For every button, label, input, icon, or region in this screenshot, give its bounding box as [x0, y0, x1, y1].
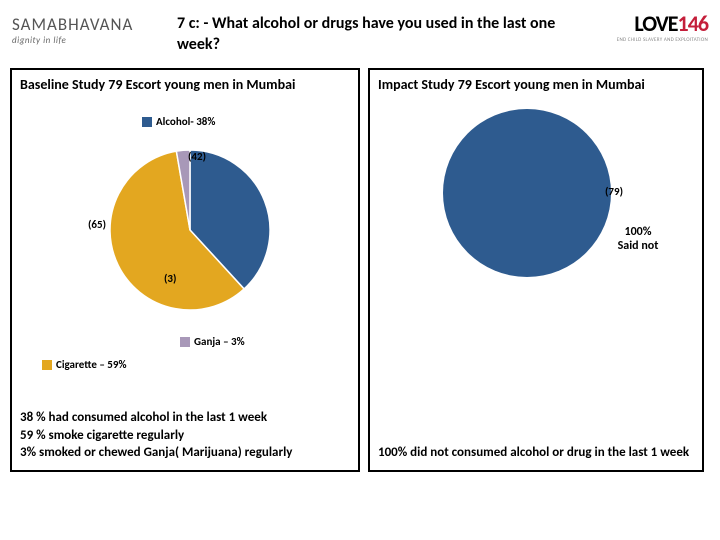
legend-ganja-swatch	[180, 337, 190, 347]
value-label-ganja: (3)	[164, 272, 176, 285]
impact-value-label: (79)	[605, 185, 623, 198]
logo-left: SAMABHAVANA dignity in life	[12, 8, 167, 46]
logo-right-num: 146	[678, 10, 708, 37]
legend-alcohol: Alcohol- 38%	[142, 115, 215, 128]
baseline-panel: Baseline Study 79 Escort young men in Mu…	[10, 68, 360, 472]
logo-right-word: LOVE	[634, 10, 677, 37]
logo-right: LOVE146 END CHILD SLAVERY AND EXPLOITATI…	[568, 8, 708, 43]
legend-cigarette: Cigarette – 59%	[42, 358, 126, 371]
legend-cigarette-swatch	[42, 360, 52, 370]
logo-left-tagline: dignity in life	[12, 35, 167, 46]
baseline-title: Baseline Study 79 Escort young men in Mu…	[12, 70, 358, 99]
impact-footer: 100% did not consumed alcohol or drug in…	[378, 444, 694, 462]
impact-circle	[442, 108, 612, 283]
value-label-cigarette: (65)	[88, 218, 106, 231]
legend-alcohol-text: Alcohol- 38%	[156, 115, 215, 128]
impact-title: Impact Study 79 Escort young men in Mumb…	[370, 70, 702, 99]
legend-cigarette-text: Cigarette – 59%	[56, 358, 126, 371]
baseline-footer: 38 % had consumed alcohol in the last 1 …	[20, 409, 350, 462]
baseline-pie: (42) (65) (3)	[90, 130, 290, 335]
legend-ganja: Ganja – 3%	[180, 335, 245, 348]
logo-right-sub: END CHILD SLAVERY AND EXPLOITATION	[568, 37, 708, 43]
panels-row: Baseline Study 79 Escort young men in Mu…	[0, 68, 720, 472]
legend-alcohol-swatch	[142, 117, 152, 127]
legend-ganja-text: Ganja – 3%	[194, 335, 245, 348]
header: SAMABHAVANA dignity in life 7 c: - What …	[0, 0, 720, 68]
logo-left-brand: SAMABHAVANA	[12, 14, 167, 35]
logo-right-main: LOVE146	[568, 10, 708, 37]
question-title: 7 c: - What alcohol or drugs have you us…	[167, 8, 568, 56]
impact-circle-shape	[443, 109, 611, 277]
value-label-alcohol: (42)	[188, 150, 206, 163]
impact-center-label: 100%Said not	[588, 225, 688, 254]
impact-panel: Impact Study 79 Escort young men in Mumb…	[368, 68, 704, 472]
